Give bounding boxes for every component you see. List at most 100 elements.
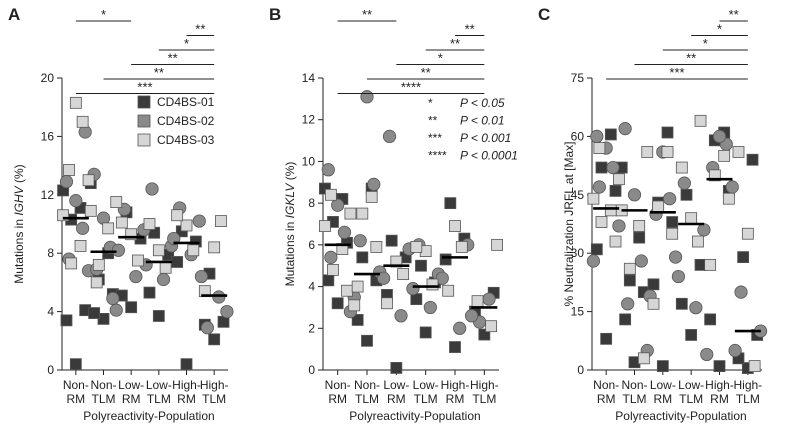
data-point — [156, 272, 171, 287]
data-point — [351, 314, 364, 326]
data-point — [623, 274, 636, 287]
data-point — [63, 164, 75, 176]
data-point — [344, 207, 357, 220]
x-tick-label: RM — [597, 392, 616, 406]
y-tick-label: 14 — [302, 71, 316, 85]
data-point — [208, 333, 221, 346]
data-point — [595, 161, 608, 174]
data-point — [746, 153, 759, 166]
data-point — [394, 309, 408, 323]
y-axis-title-part: (%) — [283, 162, 297, 184]
data-point — [689, 301, 703, 315]
data-point — [109, 303, 123, 317]
y-axis-title-part: IGHV — [12, 185, 26, 215]
x-tick-label: High- — [441, 378, 470, 392]
y-tick-label: 75 — [571, 71, 585, 85]
data-point — [604, 128, 617, 141]
data-point — [143, 286, 156, 299]
x-tick-label: RM — [328, 392, 347, 406]
data-point — [208, 241, 221, 254]
panel-letter: C — [538, 5, 550, 24]
data-point — [734, 285, 748, 299]
data-point — [187, 244, 200, 257]
y-axis-title: Mutations in IGHV (%) — [12, 164, 26, 283]
pvalue-stars: *** — [428, 131, 442, 145]
significance-label: ** — [421, 65, 431, 80]
data-point — [609, 185, 622, 197]
x-tick-label: High- — [705, 378, 734, 392]
data-point — [590, 243, 603, 256]
data-point — [76, 221, 90, 235]
pvalue-stars: ** — [428, 114, 438, 128]
data-point — [713, 360, 726, 373]
data-point — [353, 234, 367, 248]
data-point — [663, 192, 677, 206]
data-point — [143, 218, 156, 230]
x-tick-label: High- — [470, 378, 499, 392]
data-point — [426, 278, 439, 291]
data-point — [82, 174, 95, 187]
legend-label: CD4BS-02 — [157, 114, 215, 128]
data-point — [623, 262, 636, 275]
data-point — [633, 231, 646, 244]
x-tick-label: High- — [200, 378, 229, 392]
data-point — [419, 326, 432, 339]
data-point — [152, 310, 165, 322]
data-point — [65, 257, 78, 270]
y-axis-title: % Neutralization JRFL at [Max] — [562, 142, 576, 307]
data-point — [145, 182, 159, 196]
y-tick-label: 8 — [308, 196, 315, 210]
data-point — [619, 313, 632, 326]
data-point — [106, 291, 120, 306]
legend-marker — [137, 133, 151, 147]
data-point — [341, 284, 353, 297]
data-point — [110, 196, 123, 209]
data-point — [415, 259, 427, 272]
significance-label: ** — [729, 7, 739, 22]
y-axis-title-part: IGKLV — [283, 183, 297, 219]
data-point — [692, 235, 704, 248]
data-point — [668, 250, 683, 264]
data-point — [60, 314, 73, 327]
panel-letter: B — [269, 5, 281, 24]
x-tick-label: Low- — [678, 378, 704, 392]
data-point — [69, 194, 83, 208]
significance-label: ** — [154, 65, 164, 80]
data-point — [661, 146, 674, 158]
data-point — [397, 268, 410, 280]
data-point — [171, 209, 184, 222]
y-tick-label: 45 — [571, 188, 585, 202]
data-point — [444, 197, 457, 210]
data-point — [697, 223, 711, 237]
panel-c: C 0 15 30 45 60 75 % Neutralization JRFL at [Ma… — [538, 5, 768, 423]
data-point — [671, 269, 686, 284]
x-axis-title: Polyreactivity-Population — [83, 409, 214, 423]
data-point — [656, 360, 669, 373]
x-tick-label: High- — [733, 378, 762, 392]
data-point — [732, 146, 745, 158]
data-point — [675, 297, 688, 310]
data-point — [704, 313, 717, 326]
data-point — [152, 244, 165, 257]
y-tick-label: 0 — [577, 363, 584, 377]
data-point — [604, 204, 617, 217]
data-point — [129, 269, 143, 284]
data-point — [194, 269, 209, 284]
y-tick-label: 12 — [41, 188, 55, 202]
pvalue-text: P < 0.0001 — [460, 149, 518, 163]
x-tick-label: TLM — [147, 392, 171, 406]
data-point — [200, 321, 214, 335]
data-point — [453, 321, 467, 335]
data-point — [376, 271, 391, 285]
data-point — [627, 188, 642, 202]
data-point — [482, 292, 496, 306]
data-point — [725, 180, 739, 194]
y-axis-title-part: (%) — [12, 164, 26, 186]
data-point — [737, 251, 750, 263]
x-tick-label: High- — [172, 378, 201, 392]
y-axis-title-part: % Neutralization JRFL at [Max] — [562, 142, 576, 307]
data-point — [449, 220, 461, 232]
significance-label: ** — [686, 51, 696, 66]
